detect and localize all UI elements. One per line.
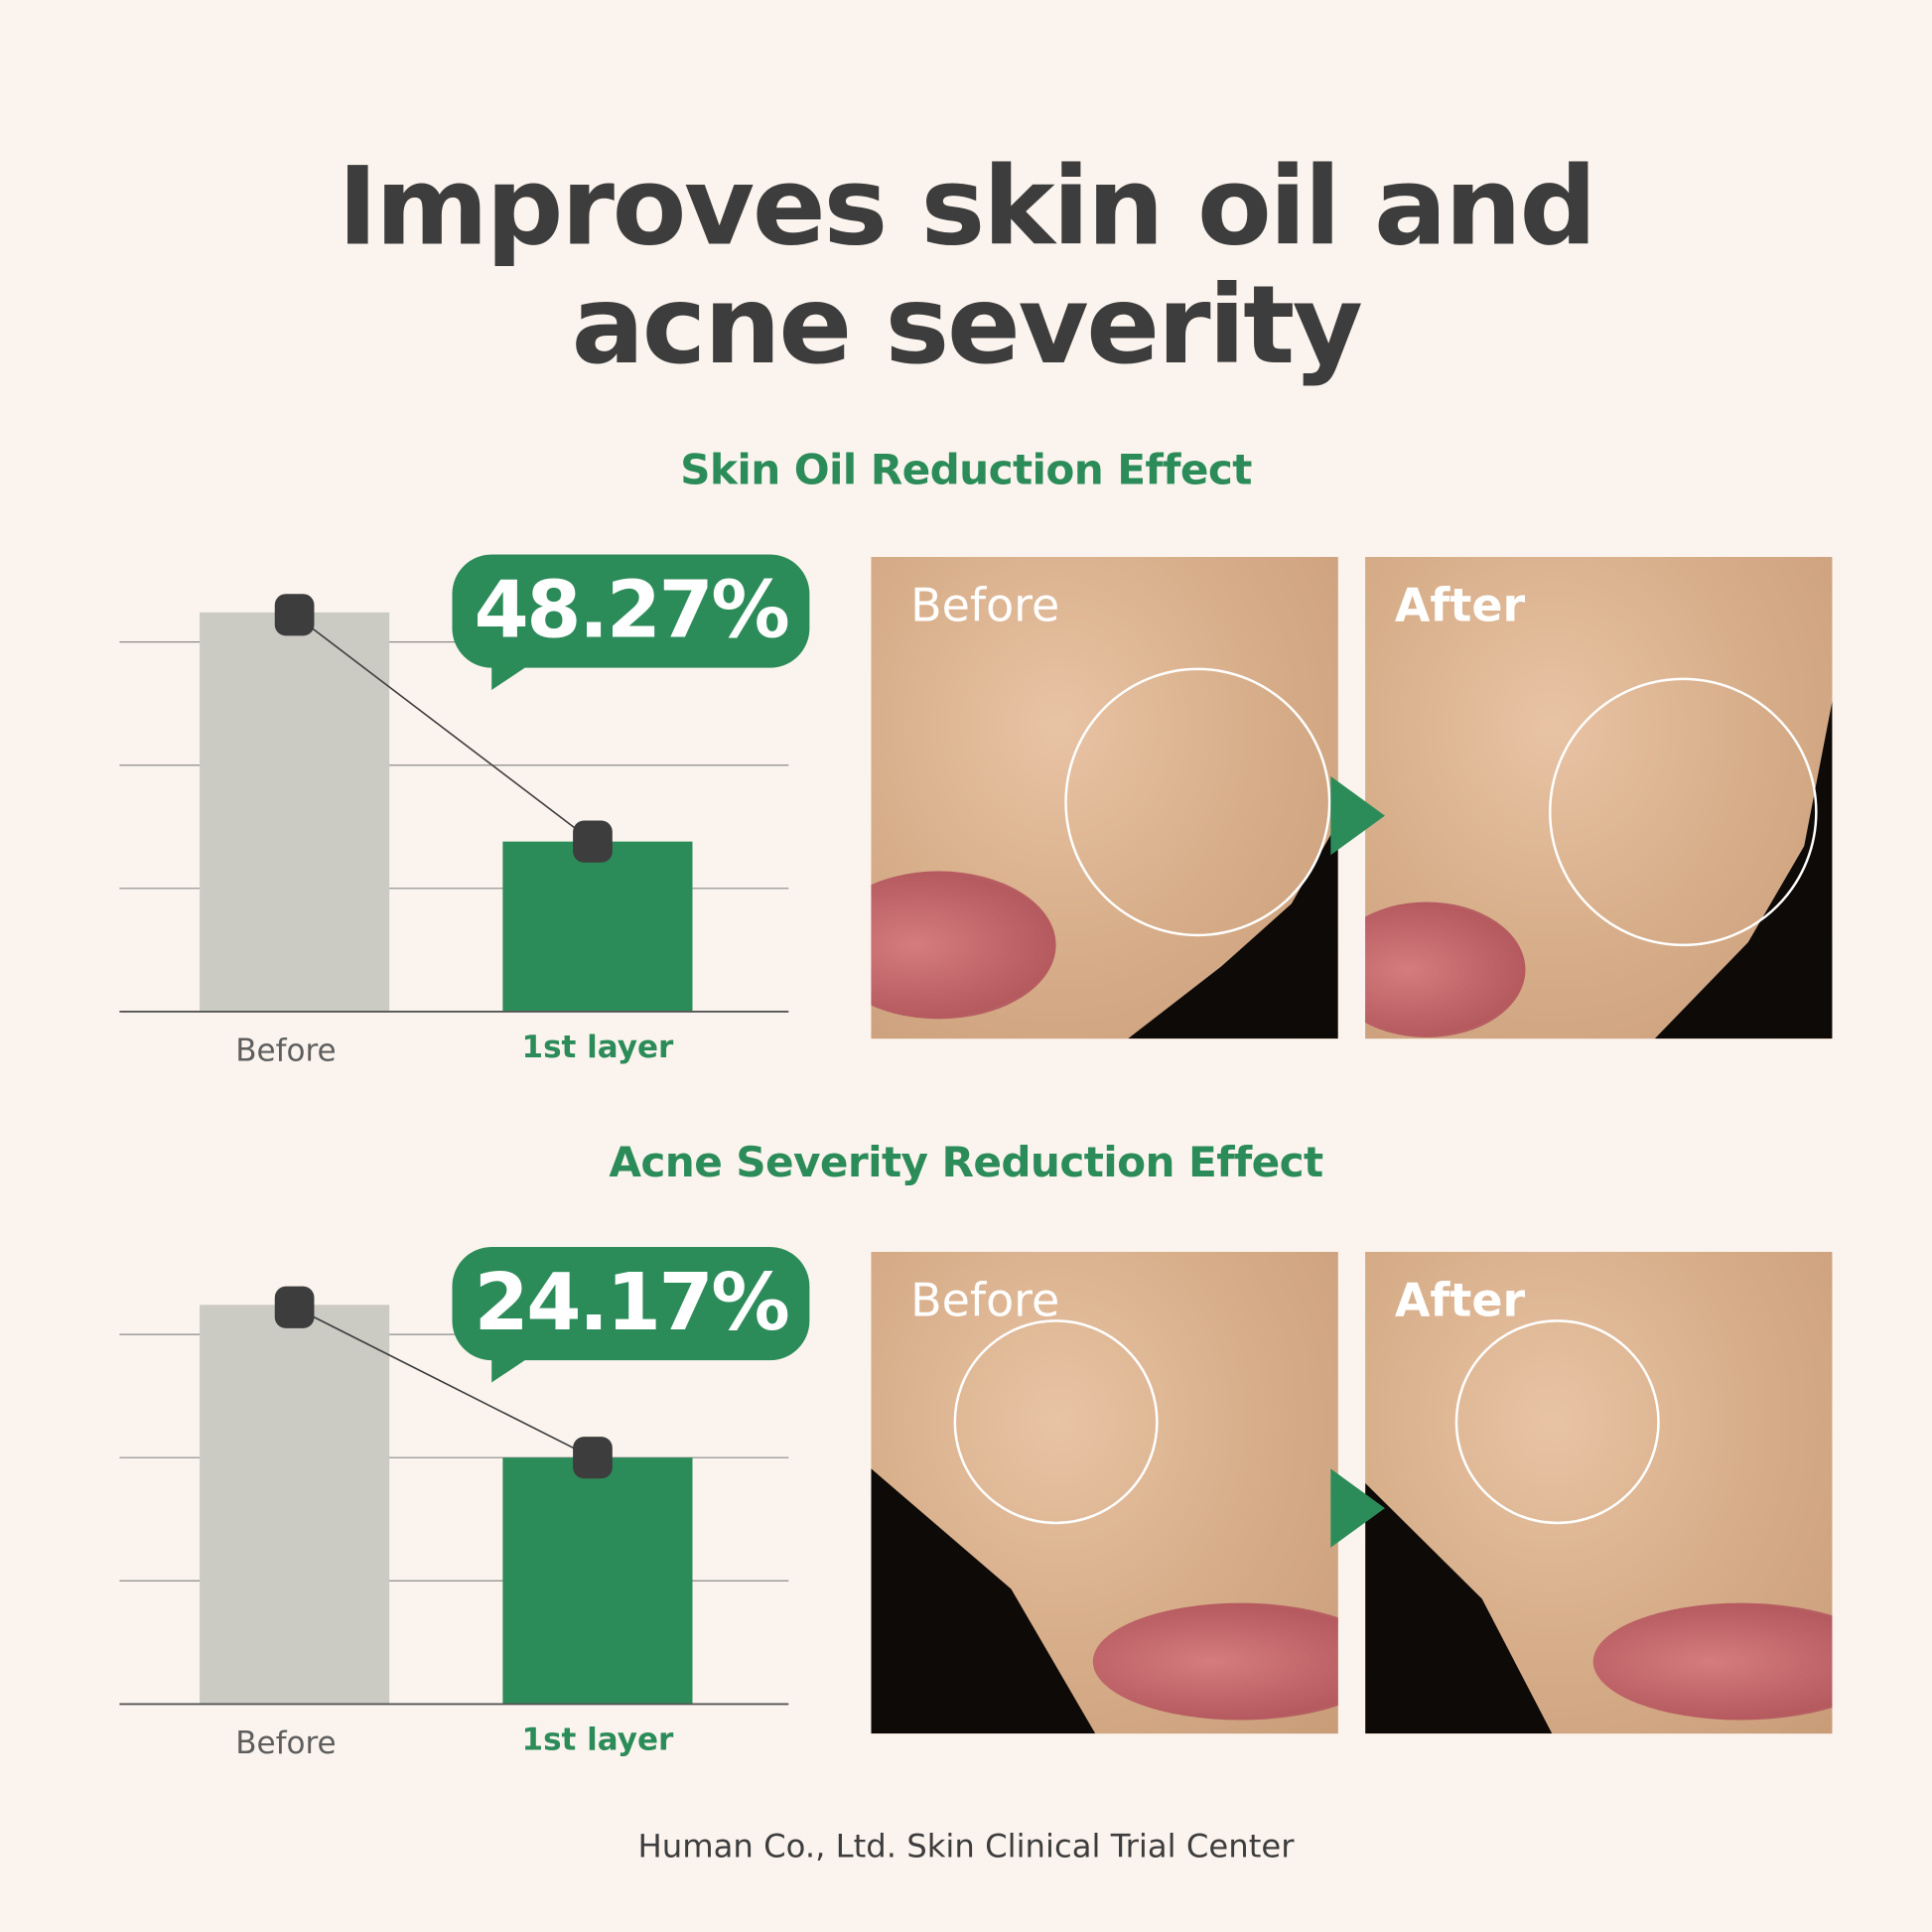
data-point-marker xyxy=(274,594,315,636)
data-point-marker xyxy=(274,1286,315,1328)
section-title-acne: Acne Severity Reduction Effect xyxy=(609,1138,1323,1188)
acne-reduction-badge: 24.17% xyxy=(452,1246,810,1383)
highlight-circle xyxy=(1549,677,1818,947)
data-point-marker xyxy=(573,820,613,863)
triangle-right-icon xyxy=(1330,1468,1385,1548)
before-label: Before xyxy=(910,1274,1060,1327)
triangle-right-icon xyxy=(1330,775,1385,856)
x-label-1st-layer: 1st layer xyxy=(521,1029,674,1065)
footer-source: Human Co., Ltd. Skin Clinical Trial Cent… xyxy=(637,1828,1295,1865)
oil-bar-chart xyxy=(119,518,789,1035)
section-title-oil: Skin Oil Reduction Effect xyxy=(680,446,1252,495)
oil-reduction-badge: 48.27% xyxy=(452,554,810,690)
highlight-circle xyxy=(1064,667,1331,937)
highlight-circle xyxy=(1454,1319,1660,1525)
acne-after-photo: After xyxy=(1365,1251,1833,1734)
data-point-marker xyxy=(573,1437,613,1479)
x-label-before: Before xyxy=(235,1033,337,1069)
bar-before xyxy=(200,1305,390,1705)
title-line-2: acne severity xyxy=(571,261,1363,388)
chart-svg xyxy=(119,1286,789,1706)
page-title: Improves skin oil and acne severity xyxy=(0,142,1932,388)
bar-1st-layer xyxy=(502,841,693,1012)
highlight-circle xyxy=(953,1319,1159,1525)
before-label: Before xyxy=(910,579,1060,632)
bar-1st-layer xyxy=(502,1457,693,1705)
x-label-1st-layer: 1st layer xyxy=(521,1721,674,1757)
oil-after-photo: After xyxy=(1365,556,1833,1039)
after-label: After xyxy=(1394,1274,1526,1327)
oil-before-photo: Before xyxy=(871,556,1338,1039)
trend-line xyxy=(294,614,594,843)
bar-before xyxy=(200,612,390,1012)
acne-before-photo: Before xyxy=(871,1251,1338,1734)
trend-line xyxy=(294,1307,594,1458)
after-label: After xyxy=(1394,579,1526,632)
chart-svg xyxy=(119,594,789,1013)
title-line-1: Improves skin oil and xyxy=(337,142,1597,270)
x-label-before: Before xyxy=(235,1725,337,1761)
acne-bar-chart xyxy=(119,1211,789,1728)
